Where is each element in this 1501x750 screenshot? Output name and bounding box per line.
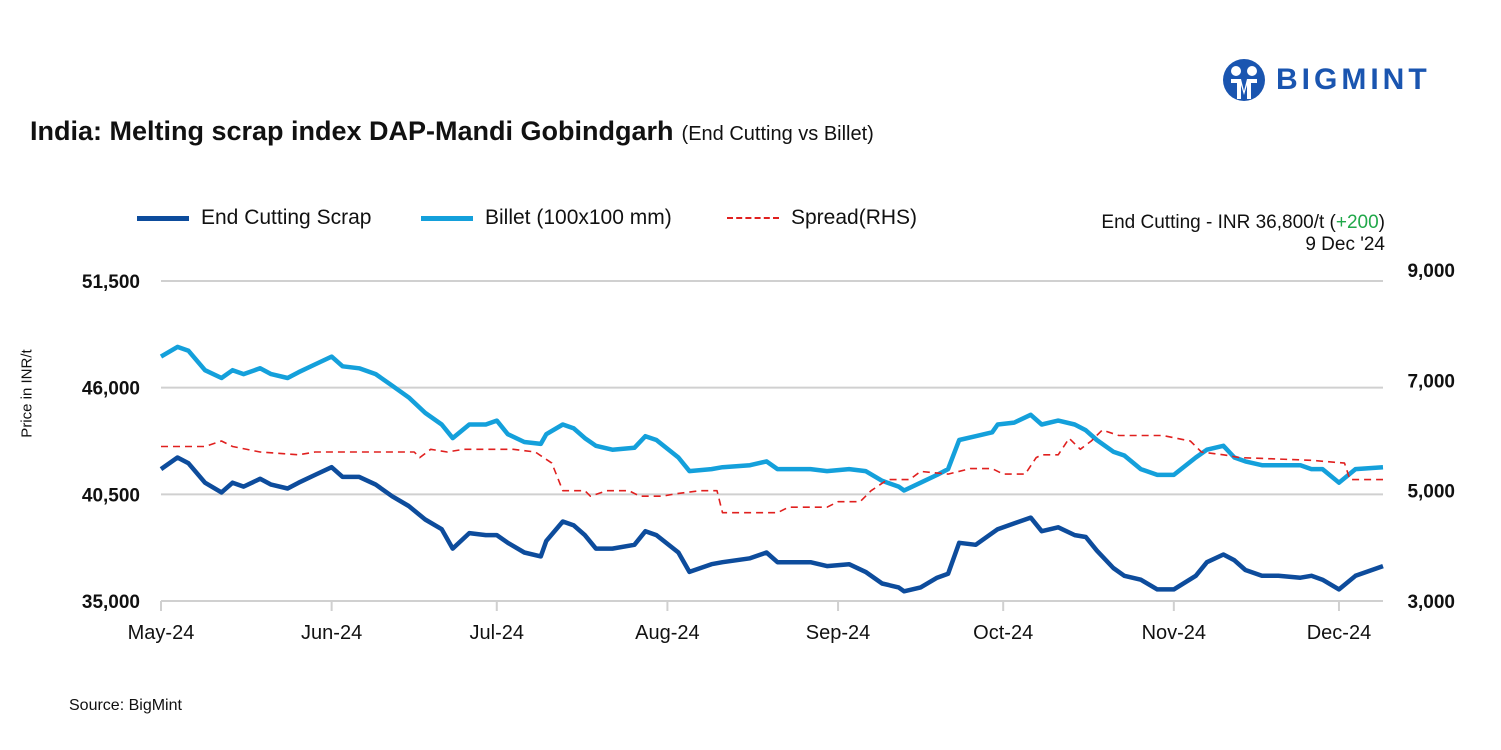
bigmint-people-logo-icon	[1223, 59, 1265, 101]
annotation-suffix: )	[1378, 212, 1385, 233]
legend-item-billet: Billet (100x100 mm)	[421, 206, 672, 230]
annotation-prefix: End Cutting - INR 36,800/t (	[1101, 212, 1336, 233]
source-note: Source: BigMint	[69, 697, 182, 714]
latest-price-date: 9 Dec '24	[1305, 234, 1385, 255]
legend-swatch	[727, 217, 779, 219]
y-tick-label: 46,000	[82, 379, 140, 400]
y2-tick-label: 7,000	[1407, 371, 1455, 392]
chart-title-text: India: Melting scrap index DAP-Mandi Gob…	[30, 116, 674, 146]
x-tick-label: May-24	[128, 622, 195, 644]
legend-label: End Cutting Scrap	[201, 206, 372, 229]
legend-label: Spread(RHS)	[791, 206, 918, 229]
y-tick-label: 35,000	[82, 592, 140, 613]
legend-label: Billet (100x100 mm)	[485, 206, 672, 229]
legend-swatch	[421, 215, 473, 221]
legend-swatch	[137, 215, 189, 221]
chart-title: India: Melting scrap index DAP-Mandi Gob…	[30, 116, 874, 147]
y2-tick-label: 5,000	[1407, 482, 1455, 503]
series-line-end-cutting-scrap	[159, 455, 1384, 594]
x-tick-label: Jul-24	[470, 622, 524, 644]
latest-price-annotation: End Cutting - INR 36,800/t (+200)	[1101, 212, 1385, 234]
legend-item-spread: Spread(RHS)	[727, 206, 917, 230]
price-change: +200	[1335, 212, 1379, 233]
y-tick-label: 51,500	[82, 272, 140, 293]
brand-name: BIGMINT	[1276, 63, 1431, 96]
x-tick-label: Dec-24	[1307, 622, 1371, 644]
brand-logo: BIGMINT	[1222, 58, 1431, 102]
series-line-billet-100x100-mm	[159, 344, 1384, 493]
x-tick-label: Oct-24	[973, 622, 1033, 644]
y2-tick-label: 3,000	[1407, 592, 1455, 613]
y-tick-label: 40,500	[82, 485, 140, 506]
chart-subtitle: (End Cutting vs Billet)	[681, 123, 874, 145]
legend-item-end-cutting: End Cutting Scrap	[137, 206, 371, 230]
y2-tick-label: 9,000	[1407, 261, 1455, 282]
x-tick-label: Sep-24	[806, 622, 871, 644]
series-line-spread-rhs	[161, 429, 1383, 514]
x-tick-label: Aug-24	[635, 622, 700, 644]
x-tick-label: Nov-24	[1142, 622, 1206, 644]
x-tick-label: Jun-24	[301, 622, 362, 644]
